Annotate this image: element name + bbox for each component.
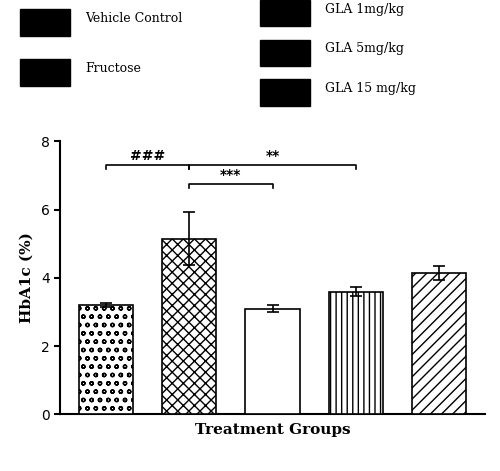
FancyBboxPatch shape	[20, 59, 70, 86]
Text: GLA 15 mg/kg: GLA 15 mg/kg	[325, 82, 416, 95]
Text: ###: ###	[130, 149, 165, 163]
Text: GLA 5mg/kg: GLA 5mg/kg	[325, 42, 404, 55]
Bar	[246, 309, 300, 414]
Text: Vehicle Control: Vehicle Control	[85, 12, 182, 25]
Text: GLA 1mg/kg: GLA 1mg/kg	[325, 3, 404, 16]
FancyBboxPatch shape	[260, 40, 310, 66]
FancyBboxPatch shape	[20, 9, 70, 36]
Text: Fructose: Fructose	[85, 62, 141, 75]
Text: **: **	[266, 149, 280, 163]
Text: ***: ***	[220, 168, 242, 182]
Bar	[79, 305, 133, 414]
FancyBboxPatch shape	[260, 0, 310, 26]
X-axis label: Treatment Groups: Treatment Groups	[194, 423, 350, 437]
Bar	[329, 292, 383, 414]
Bar	[162, 239, 216, 414]
FancyBboxPatch shape	[260, 79, 310, 106]
Bar	[412, 273, 467, 414]
Y-axis label: HbA1c (%): HbA1c (%)	[20, 233, 34, 323]
